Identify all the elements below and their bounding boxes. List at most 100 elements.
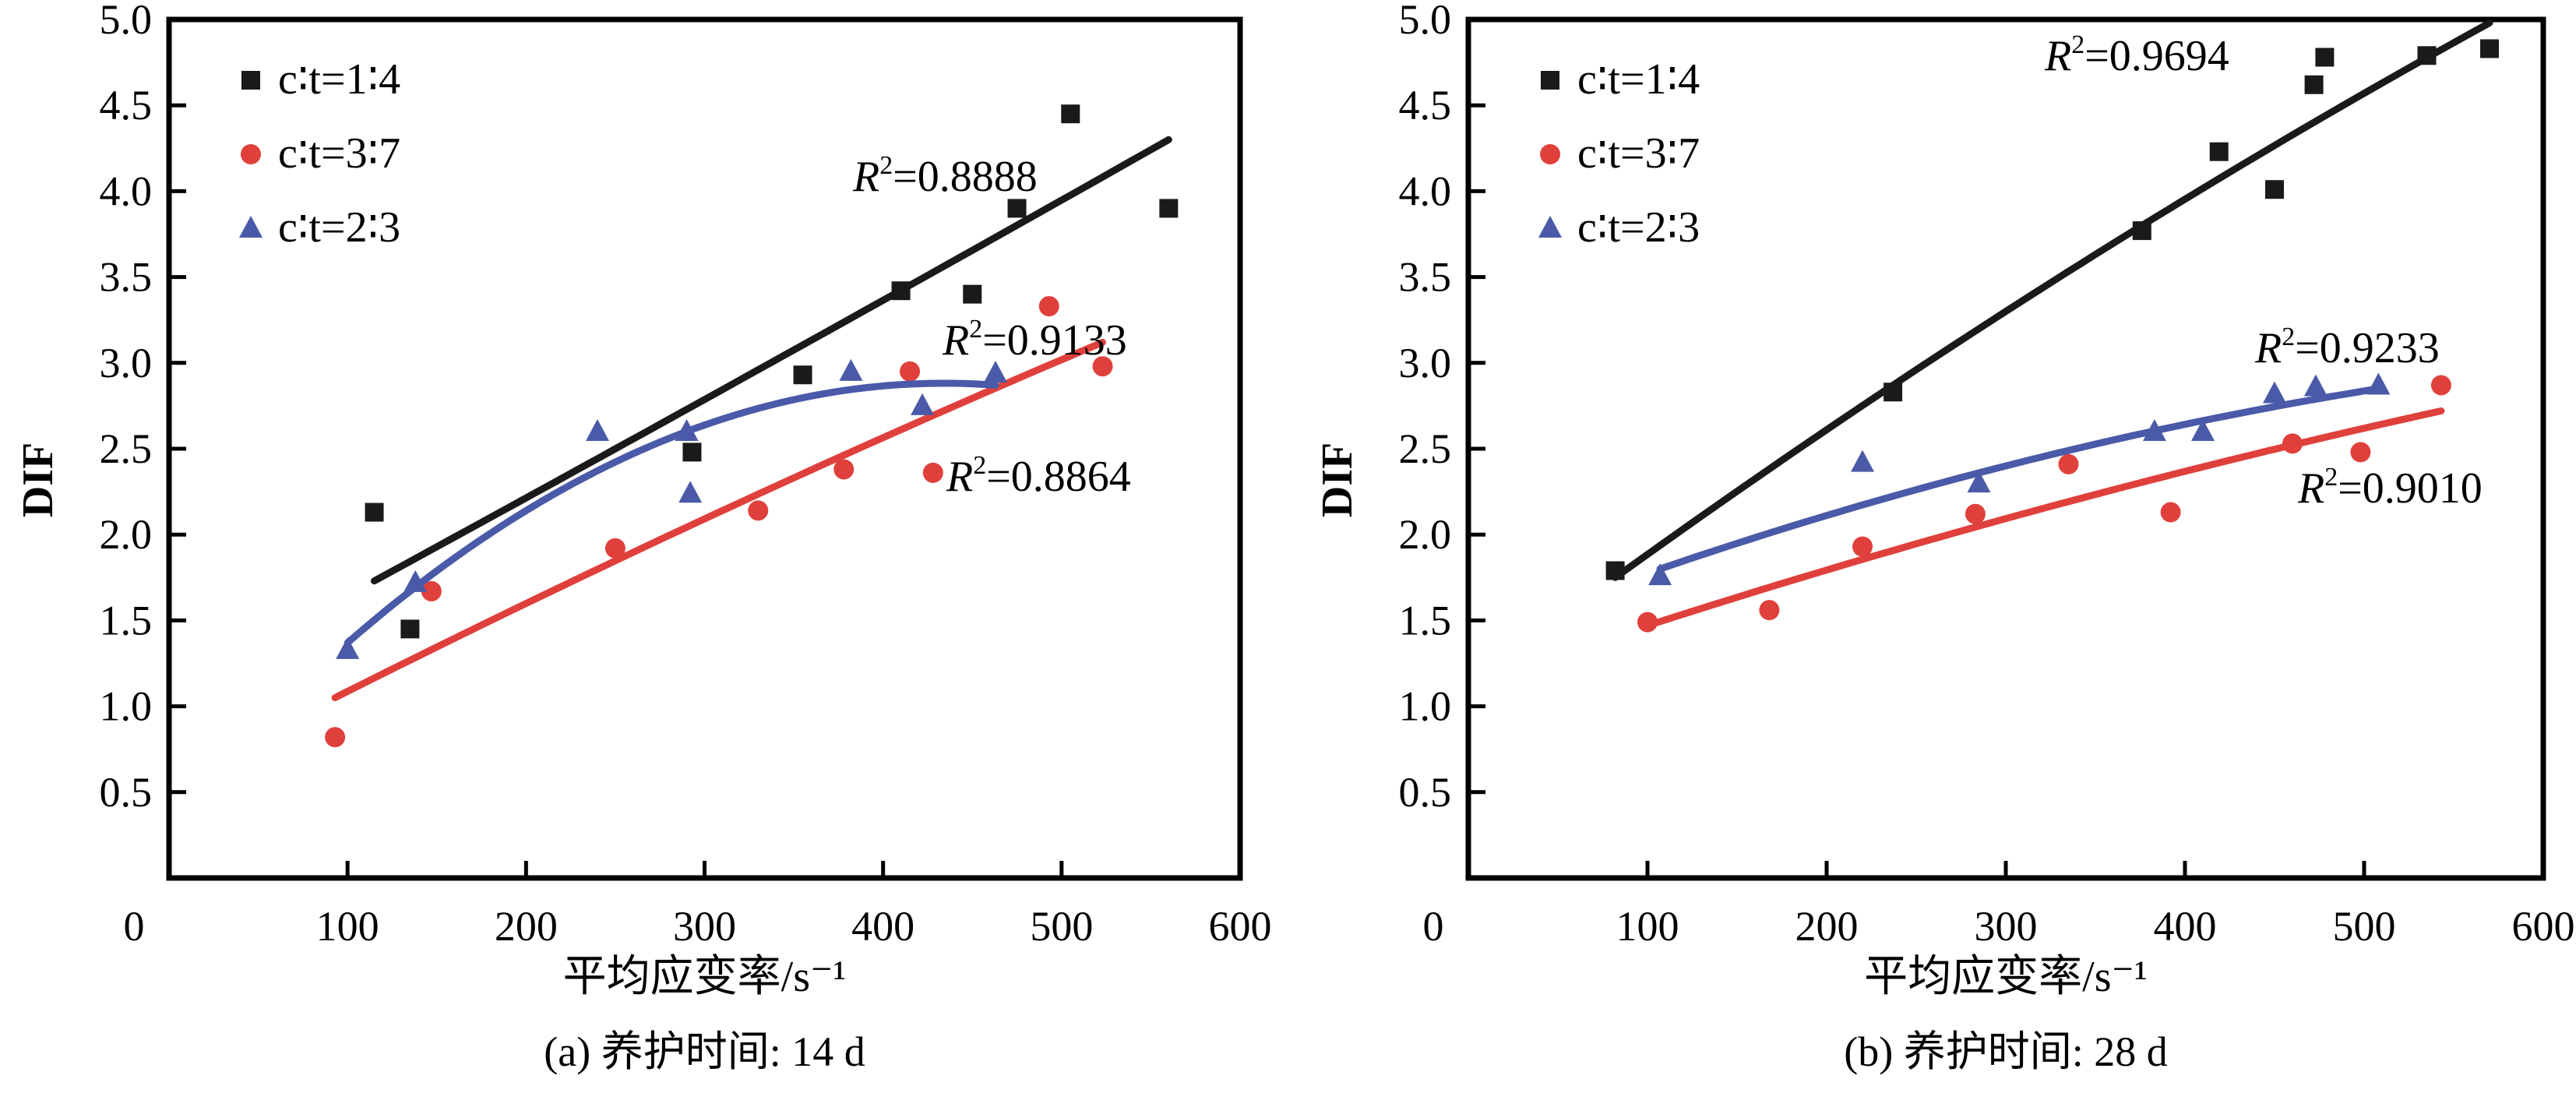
- data-point: [793, 365, 812, 385]
- chart-panel-a: 0 100 200 300 400 500 600 0.5 1.0 1.5 2.0 2.5 3.0 3.5…: [14, 0, 1272, 1075]
- series-square: R2=0.9694 c∶t=1∶4: [1541, 19, 2499, 581]
- data-point: [1759, 600, 1780, 621]
- series-square: R2=0.8888 c∶t=1∶4: [241, 55, 1179, 639]
- chart-panel-b: 0 100 200 300 400 500 600 0.5 1.0 1.5 2.0 2.5 3.0 3.5…: [1313, 0, 2575, 1075]
- data-point: [1092, 356, 1113, 377]
- legend-label: c∶t=3∶7: [1577, 129, 1700, 178]
- data-point: [2265, 180, 2284, 199]
- y-tick-label: 4.5: [1399, 82, 1452, 129]
- data-point: [2417, 46, 2437, 65]
- r-squared-label: R2=0.9133: [942, 315, 1127, 365]
- fit-curve: [371, 136, 1172, 585]
- data-point: [325, 727, 346, 748]
- x-tick-label: 200: [495, 903, 558, 950]
- y-tick-label: 2.0: [100, 511, 153, 558]
- x-tick-label: 300: [673, 903, 736, 950]
- data-point: [748, 500, 769, 521]
- x-tick-label: 200: [1795, 903, 1859, 950]
- y-tick-label: 1.0: [100, 683, 153, 730]
- x-tick-label: 500: [1030, 903, 1093, 950]
- x-tick-label: 100: [316, 903, 379, 950]
- x-tick-label: 0: [1423, 903, 1444, 950]
- data-point: [1967, 471, 1991, 493]
- data-point: [2282, 433, 2303, 454]
- r-squared-label: R2=0.9233: [2254, 323, 2440, 372]
- y-tick-label: 4.0: [100, 167, 153, 214]
- x-tick-label: 0: [124, 903, 145, 950]
- y-tick-label: 2.5: [100, 425, 153, 472]
- data-point: [2263, 381, 2286, 404]
- series-circle: R2=0.9010 c∶t=3∶7: [1540, 129, 2483, 633]
- y-axis-label: DIF: [14, 442, 62, 517]
- r-squared-label: R2=0.9694: [2044, 30, 2229, 80]
- legend-marker: [241, 71, 260, 90]
- legend-marker: [241, 144, 261, 164]
- y-tick-label: 5.0: [1399, 0, 1452, 43]
- data-point: [1007, 199, 1027, 218]
- data-point: [900, 361, 921, 382]
- data-point: [1038, 296, 1059, 317]
- legend-marker: [1538, 216, 1562, 238]
- y-tick-label: 3.5: [1399, 254, 1452, 301]
- data-point: [1605, 561, 1625, 580]
- x-tick-label: 600: [1209, 903, 1272, 950]
- data-point: [2191, 418, 2215, 441]
- data-point: [336, 636, 360, 659]
- data-point: [682, 442, 702, 462]
- y-tick-label: 1.5: [100, 597, 153, 643]
- x-axis-label: 平均应变率/s⁻¹: [1864, 953, 2148, 1001]
- y-tick-label: 0.5: [1399, 769, 1452, 816]
- legend-label: c∶t=1∶4: [278, 55, 400, 104]
- r-squared-label: R2=0.8888: [852, 151, 1038, 201]
- data-point: [2480, 39, 2499, 58]
- fit-curve: [1612, 19, 2493, 581]
- data-point: [891, 281, 911, 301]
- y-tick-label: 4.0: [1399, 167, 1452, 214]
- data-point: [586, 418, 609, 441]
- data-point: [2142, 418, 2166, 441]
- data-point: [2350, 442, 2371, 463]
- x-tick-label: 100: [1616, 903, 1679, 950]
- data-point: [678, 481, 703, 503]
- fit-curve: [1656, 385, 2382, 573]
- data-point: [2132, 221, 2151, 241]
- series-circle: R2=0.8864 c∶t=3∶7: [241, 129, 1131, 748]
- fit-curve: [344, 379, 999, 647]
- y-tick-label: 4.5: [100, 82, 153, 129]
- data-point: [839, 358, 863, 381]
- data-point: [2315, 48, 2335, 67]
- series-triangle: R2=0.9233 c∶t=2∶3: [1538, 203, 2440, 586]
- data-point: [675, 418, 699, 441]
- legend-marker: [239, 216, 263, 238]
- data-point: [2366, 372, 2391, 395]
- y-tick-label: 0.5: [100, 769, 153, 816]
- data-point: [922, 462, 943, 483]
- data-point: [911, 393, 935, 415]
- y-tick-label: 1.5: [1399, 597, 1452, 643]
- series-triangle: R2=0.9133 c∶t=2∶3: [239, 203, 1127, 659]
- data-point: [1851, 450, 1874, 472]
- legend-label: c∶t=1∶4: [1577, 55, 1700, 104]
- y-tick-label: 5.0: [100, 0, 153, 43]
- x-tick-label: 400: [2154, 903, 2217, 950]
- legend-label: c∶t=2∶3: [1577, 203, 1700, 252]
- data-point: [833, 459, 855, 480]
- data-point: [403, 569, 428, 592]
- data-point: [365, 502, 384, 522]
- fit-curve: [1644, 407, 2445, 629]
- x-tick-label: 400: [851, 903, 914, 950]
- data-point: [1637, 612, 1658, 633]
- legend-marker: [1540, 144, 1560, 164]
- y-tick-label: 3.5: [100, 254, 153, 301]
- x-tick-label: 600: [2512, 903, 2575, 950]
- data-point: [2160, 502, 2181, 523]
- y-tick-label: 2.5: [1399, 425, 1452, 472]
- data-point: [1852, 536, 1873, 557]
- fit-curve: [331, 338, 1106, 702]
- data-point: [421, 580, 442, 601]
- data-point: [963, 284, 982, 304]
- data-point: [2209, 142, 2229, 161]
- y-tick-label: 3.0: [100, 340, 153, 386]
- data-point: [604, 538, 625, 559]
